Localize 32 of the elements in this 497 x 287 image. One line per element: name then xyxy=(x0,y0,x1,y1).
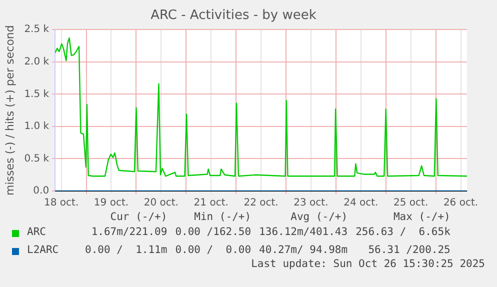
text: 0.00 / 0.00 xyxy=(174,242,252,258)
text: 0.00 / 1.11m xyxy=(84,242,168,258)
x-tick-label: 19 oct. xyxy=(94,198,129,209)
legend-label: L2ARC xyxy=(26,242,60,258)
text: 0.00 /162.50 xyxy=(174,224,252,240)
y-tick-label: 0.0 xyxy=(33,186,50,197)
text: Max (-/+) xyxy=(392,211,452,224)
x-tick-label: 20 oct. xyxy=(144,198,178,209)
x-tick-label: 18 oct. xyxy=(44,198,79,209)
text: Cur (-/+) xyxy=(109,211,168,224)
text: 40.27m/ 94.98m xyxy=(258,242,349,258)
x-tick-label: 25 oct. xyxy=(394,198,428,209)
x-tick-label: 23 oct. xyxy=(294,198,328,209)
text: Avg (-/+) xyxy=(290,211,349,224)
chart-title: ARC - Activities - by week xyxy=(150,8,317,24)
text: 136.12m/401.43 xyxy=(258,224,349,240)
y-axis-title: misses (-) / hits (+) per second xyxy=(3,25,16,196)
text: Min (-/+) xyxy=(193,211,252,224)
y-tick-label: 2.0 k xyxy=(24,56,50,68)
x-tick-label: 24 oct. xyxy=(344,198,378,209)
text: Last update: Sun Oct 26 15:30:25 2025 xyxy=(250,258,486,270)
text: 56.31 /200.25 xyxy=(367,242,452,258)
text: 256.63 / 6.65k xyxy=(354,224,452,240)
x-tick-label: 26 oct. xyxy=(443,198,478,209)
x-tick-label: 22 oct. xyxy=(244,198,278,209)
y-tick-label: 1.5 k xyxy=(24,88,50,100)
legend-label: ARC xyxy=(26,224,47,240)
text: 1.67m/221.09 xyxy=(90,224,168,240)
y-tick-label: 0.5 k xyxy=(24,153,50,164)
x-tick-label: 21 oct. xyxy=(194,198,228,209)
y-tick-label: 2.5 k xyxy=(24,24,50,36)
y-tick-label: 1.0 k xyxy=(24,121,50,132)
